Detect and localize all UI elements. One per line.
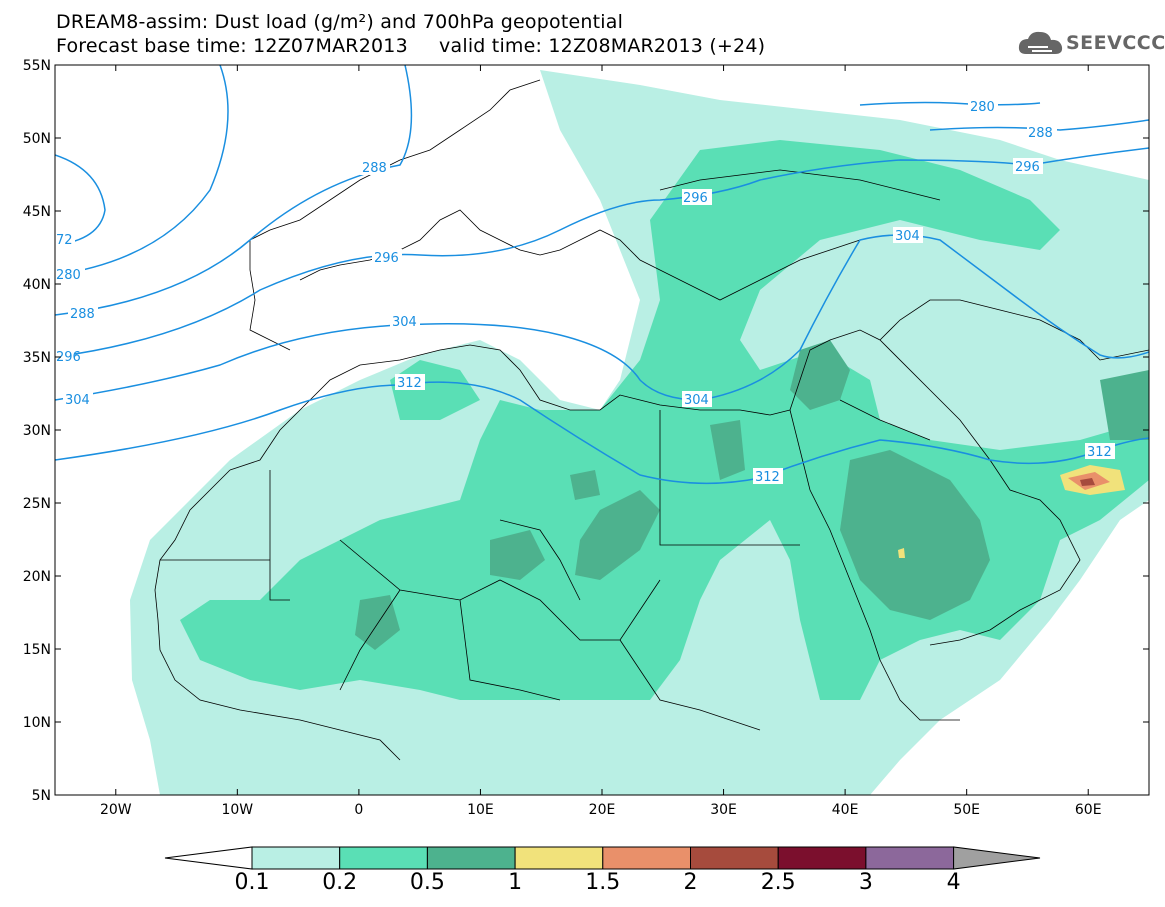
contour-label-288: 288 <box>362 161 387 176</box>
contour-label-280-ne: 280 <box>970 100 995 115</box>
seevccc-logo: SEEVCCC <box>1018 28 1165 58</box>
latitude-axis: 55N 50N 45N 40N 35N 30N 25N 20N 15N 10N 5N <box>23 58 1149 804</box>
contour-label-288-ne: 288 <box>1028 126 1053 141</box>
contour-label-304-e: 304 <box>684 393 709 408</box>
contour-label-304-ne: 304 <box>895 229 920 244</box>
lat-tick-label: 15N <box>23 642 51 658</box>
contour-label-296-edge: 296 <box>56 350 81 365</box>
colorbar-swatch <box>251 846 341 870</box>
colorbar-swatch <box>690 846 779 870</box>
colorbar-swatch <box>865 846 955 870</box>
lon-tick-label: 10E <box>467 802 494 818</box>
colorbar-swatch <box>339 846 428 870</box>
lat-tick-label: 20N <box>23 569 51 585</box>
dust-level-high-region <box>898 465 1125 558</box>
lat-tick-label: 40N <box>23 277 51 293</box>
colorbar-swatch <box>777 846 867 870</box>
lon-tick-label: 50E <box>953 802 980 818</box>
map-title: DREAM8-assim: Dust load (g/m²) and 700hP… <box>56 11 624 33</box>
contour-label-304: 304 <box>392 315 417 330</box>
colorbar-swatch <box>602 846 691 870</box>
colorbar-label: 3 <box>858 870 873 895</box>
colorbar <box>164 846 1041 870</box>
colorbar-under-triangle <box>164 846 253 870</box>
contour-label-304-w: 304 <box>65 393 90 408</box>
lon-tick-label: 0 <box>354 802 363 818</box>
contour-label-312: 312 <box>397 376 422 391</box>
contour-label-296-mid: 296 <box>683 191 708 206</box>
colorbar-label: 2.5 <box>760 870 796 895</box>
colorbar-label: 0.1 <box>234 870 270 895</box>
lat-tick-label: 25N <box>23 496 51 512</box>
colorbar-label: 4 <box>946 870 961 895</box>
contour-label-296-w: 296 <box>374 251 399 266</box>
colorbar-label: 1 <box>508 870 523 895</box>
logo-text: SEEVCCC <box>1066 32 1165 54</box>
lat-tick-label: 5N <box>32 788 51 804</box>
contour-label-272-edge: 72 <box>56 233 73 248</box>
colorbar-label: 0.5 <box>409 870 445 895</box>
lon-tick-label: 60E <box>1075 802 1102 818</box>
lon-tick-label: 10W <box>221 802 253 818</box>
lon-tick-label: 20W <box>100 802 132 818</box>
lon-tick-label: 40E <box>832 802 859 818</box>
lat-tick-label: 45N <box>23 204 51 220</box>
map-subtitle: Forecast base time: 12Z07MAR2013 valid t… <box>56 35 766 57</box>
longitude-axis: 20W 10W 0 10E 20E 30E 40E 50E 60E <box>100 65 1102 818</box>
lat-tick-label: 30N <box>23 423 51 439</box>
cloud-icon <box>1018 31 1063 54</box>
colorbar-label: 1.5 <box>585 870 621 895</box>
contour-label-288-w: 288 <box>70 307 95 322</box>
colorbar-swatch <box>426 846 516 870</box>
contour-label-312-mid: 312 <box>755 470 780 485</box>
lat-tick-label: 10N <box>23 715 51 731</box>
contour-label-296-ne: 296 <box>1015 160 1040 175</box>
country-boundaries <box>154 79 1149 761</box>
colorbar-over-triangle <box>953 846 1041 870</box>
lat-tick-label: 55N <box>23 58 51 74</box>
contour-label-280-w: 280 <box>56 268 81 283</box>
lon-tick-label: 30E <box>710 802 737 818</box>
colorbar-swatch <box>514 846 604 870</box>
colorbar-label: 2 <box>683 870 698 895</box>
contour-labels: 280 288 296 288 296 296 304 304 304 312 … <box>55 98 1115 485</box>
contour-label-312-e: 312 <box>1087 445 1112 460</box>
colorbar-label: 0.2 <box>322 870 358 895</box>
dust-level-03-region <box>355 340 1149 650</box>
lat-tick-label: 35N <box>23 350 51 366</box>
lon-tick-label: 20E <box>589 802 616 818</box>
lat-tick-label: 50N <box>23 131 51 147</box>
